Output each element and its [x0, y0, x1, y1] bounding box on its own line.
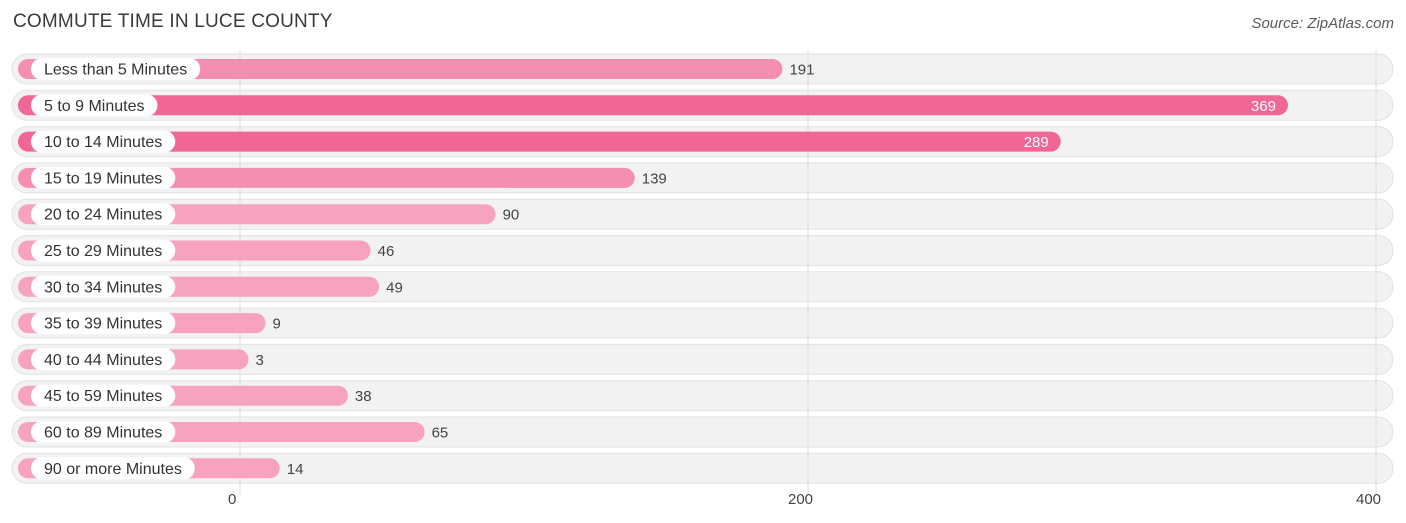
bar [18, 59, 783, 79]
value-label: 49 [386, 279, 403, 296]
value-label: 14 [287, 461, 304, 478]
bar-track [11, 307, 1394, 339]
category-label: 60 to 89 Minutes [44, 425, 162, 442]
category-label-pill [31, 94, 158, 117]
category-label: 10 to 14 Minutes [44, 134, 162, 151]
category-label: 90 or more Minutes [44, 461, 182, 478]
category-label: 25 to 29 Minutes [44, 243, 162, 260]
bar-track [11, 343, 1394, 375]
chart-title: COMMUTE TIME IN LUCE COUNTY [13, 11, 333, 32]
bar-track [11, 452, 1394, 484]
bar [18, 95, 1288, 116]
category-label: 35 to 39 Minutes [44, 316, 162, 333]
category-label-pill [31, 239, 176, 262]
category-label: Less than 5 Minutes [44, 62, 187, 79]
category-label: 5 to 9 Minutes [44, 98, 145, 115]
category-label: 15 to 19 Minutes [44, 170, 162, 187]
category-label-pill [31, 457, 195, 480]
category-label-pill [31, 384, 176, 407]
category-label-pill [31, 275, 176, 298]
value-label: 46 [378, 243, 395, 260]
value-label: 369 [1251, 98, 1276, 115]
value-label: 289 [1024, 134, 1049, 151]
category-label-pill [31, 166, 176, 189]
category-label: 40 to 44 Minutes [44, 352, 162, 369]
value-label: 65 [432, 425, 449, 442]
bar-track [11, 380, 1394, 412]
value-label: 139 [642, 170, 667, 187]
x-tick-label: 400 [1356, 491, 1381, 508]
category-label-pill [31, 421, 176, 443]
x-tick-label: 0 [228, 491, 236, 508]
value-label: 90 [503, 207, 520, 224]
category-label: 30 to 34 Minutes [44, 279, 162, 296]
value-label: 3 [256, 352, 264, 369]
value-label: 38 [355, 388, 372, 405]
category-label: 20 to 24 Minutes [44, 207, 162, 224]
value-label: 191 [789, 62, 814, 79]
category-label-pill [31, 130, 176, 153]
category-label-pill [31, 312, 176, 335]
category-label-pill [31, 58, 201, 80]
category-label-pill [31, 348, 176, 371]
value-label: 9 [273, 316, 281, 333]
source-note: Source: ZipAtlas.com [1251, 15, 1394, 32]
x-tick-label: 200 [788, 491, 813, 508]
category-label: 45 to 59 Minutes [44, 388, 162, 405]
category-label-pill [31, 203, 176, 226]
bar [18, 131, 1061, 152]
